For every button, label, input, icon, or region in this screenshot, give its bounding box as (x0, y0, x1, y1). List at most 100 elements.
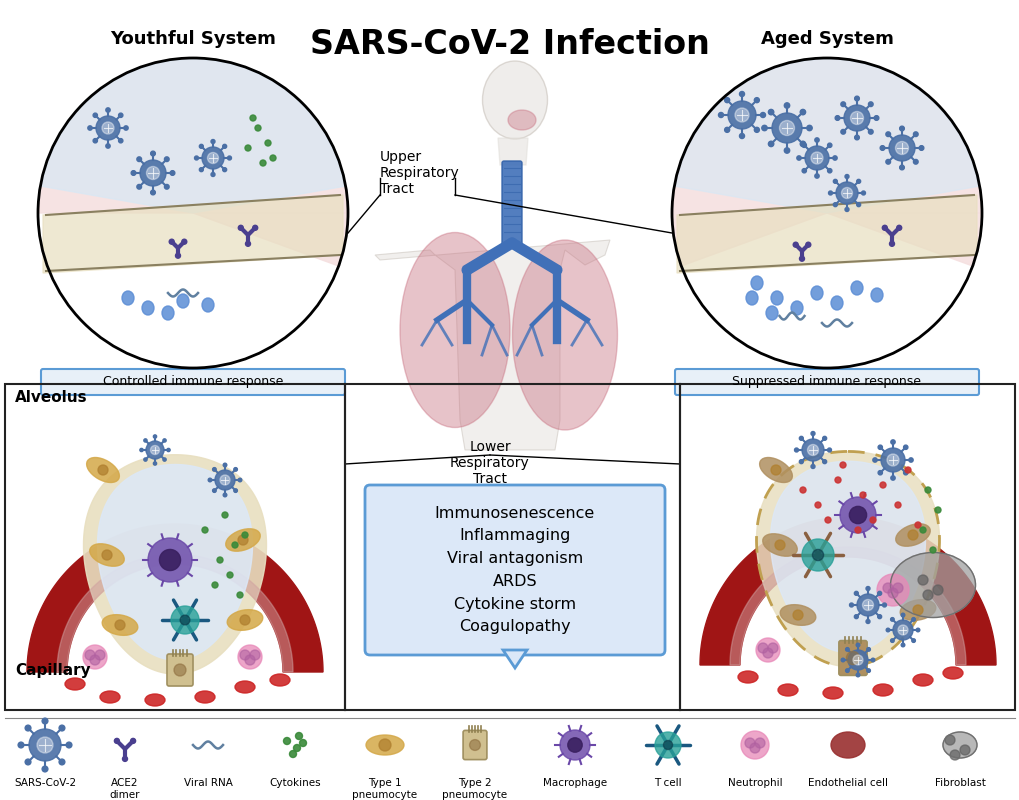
Circle shape (270, 155, 276, 161)
Circle shape (757, 643, 767, 653)
Text: Endothelial cell: Endothelial cell (807, 778, 888, 788)
Circle shape (846, 651, 859, 665)
Text: Immunosenescence
Inflammaging
Viral antagonism
ARDS
Cytokine storm
Coagulopathy: Immunosenescence Inflammaging Viral anta… (434, 506, 594, 634)
Circle shape (854, 591, 857, 595)
Circle shape (799, 436, 803, 440)
Circle shape (164, 185, 169, 189)
Text: Fibroblast: Fibroblast (933, 778, 984, 788)
Circle shape (882, 583, 892, 593)
Ellipse shape (366, 735, 404, 755)
Circle shape (238, 478, 242, 482)
Circle shape (88, 126, 92, 130)
Ellipse shape (790, 301, 802, 315)
Ellipse shape (512, 240, 616, 430)
Circle shape (835, 116, 839, 120)
Circle shape (805, 242, 810, 247)
Polygon shape (98, 465, 253, 660)
Ellipse shape (102, 614, 138, 635)
Ellipse shape (738, 671, 757, 683)
Circle shape (873, 116, 878, 120)
Circle shape (867, 102, 872, 106)
Circle shape (754, 127, 758, 132)
Circle shape (227, 572, 232, 578)
Circle shape (845, 669, 849, 673)
Circle shape (238, 226, 244, 230)
Circle shape (859, 492, 865, 498)
Circle shape (779, 121, 794, 135)
Circle shape (814, 174, 818, 178)
Wedge shape (39, 59, 346, 213)
Circle shape (723, 127, 729, 132)
Ellipse shape (122, 291, 133, 305)
Circle shape (144, 439, 147, 442)
Circle shape (845, 647, 849, 651)
Circle shape (908, 458, 912, 462)
Circle shape (164, 157, 169, 162)
FancyBboxPatch shape (41, 369, 344, 395)
Circle shape (106, 144, 110, 148)
Circle shape (866, 669, 869, 673)
Circle shape (896, 226, 901, 230)
Circle shape (148, 538, 192, 582)
Ellipse shape (780, 605, 815, 626)
Circle shape (833, 202, 837, 206)
Circle shape (889, 135, 914, 161)
Circle shape (130, 738, 136, 743)
Circle shape (894, 502, 900, 508)
Polygon shape (677, 195, 976, 273)
Circle shape (293, 745, 301, 751)
Circle shape (911, 618, 914, 621)
Circle shape (723, 98, 729, 102)
Circle shape (794, 448, 798, 452)
Circle shape (233, 467, 237, 471)
Circle shape (904, 467, 910, 473)
Ellipse shape (822, 687, 842, 699)
Circle shape (137, 157, 142, 162)
Polygon shape (84, 454, 266, 674)
Text: Alveolus: Alveolus (15, 390, 88, 405)
Ellipse shape (202, 298, 214, 312)
Circle shape (93, 113, 98, 118)
Polygon shape (497, 138, 528, 165)
Circle shape (37, 737, 53, 753)
Polygon shape (730, 547, 965, 665)
Circle shape (877, 445, 881, 450)
Circle shape (840, 462, 845, 468)
Circle shape (890, 440, 895, 444)
FancyBboxPatch shape (838, 641, 866, 675)
Circle shape (469, 739, 480, 750)
Circle shape (102, 550, 112, 560)
Circle shape (662, 741, 672, 750)
Circle shape (847, 650, 867, 670)
Circle shape (833, 156, 837, 160)
Circle shape (222, 144, 226, 148)
Circle shape (949, 750, 959, 760)
Circle shape (171, 606, 199, 634)
Circle shape (852, 655, 862, 665)
Circle shape (886, 159, 890, 164)
Ellipse shape (759, 458, 792, 482)
Circle shape (876, 591, 880, 595)
Circle shape (379, 739, 390, 751)
Text: Type 1
pneumocyte: Type 1 pneumocyte (353, 778, 417, 800)
Ellipse shape (195, 691, 215, 703)
Circle shape (886, 628, 889, 632)
Text: Youthful System: Youthful System (110, 30, 276, 48)
Circle shape (217, 557, 223, 563)
Circle shape (944, 735, 954, 745)
Ellipse shape (830, 732, 864, 758)
Circle shape (822, 436, 825, 440)
Circle shape (114, 738, 119, 743)
Circle shape (892, 583, 902, 593)
Circle shape (867, 130, 872, 134)
Circle shape (849, 603, 853, 607)
Ellipse shape (482, 61, 547, 139)
Wedge shape (675, 59, 977, 213)
FancyBboxPatch shape (463, 730, 486, 760)
Circle shape (42, 766, 48, 772)
Circle shape (771, 113, 801, 143)
Circle shape (296, 733, 303, 739)
Circle shape (118, 113, 122, 118)
Circle shape (202, 527, 208, 533)
Circle shape (735, 108, 748, 122)
